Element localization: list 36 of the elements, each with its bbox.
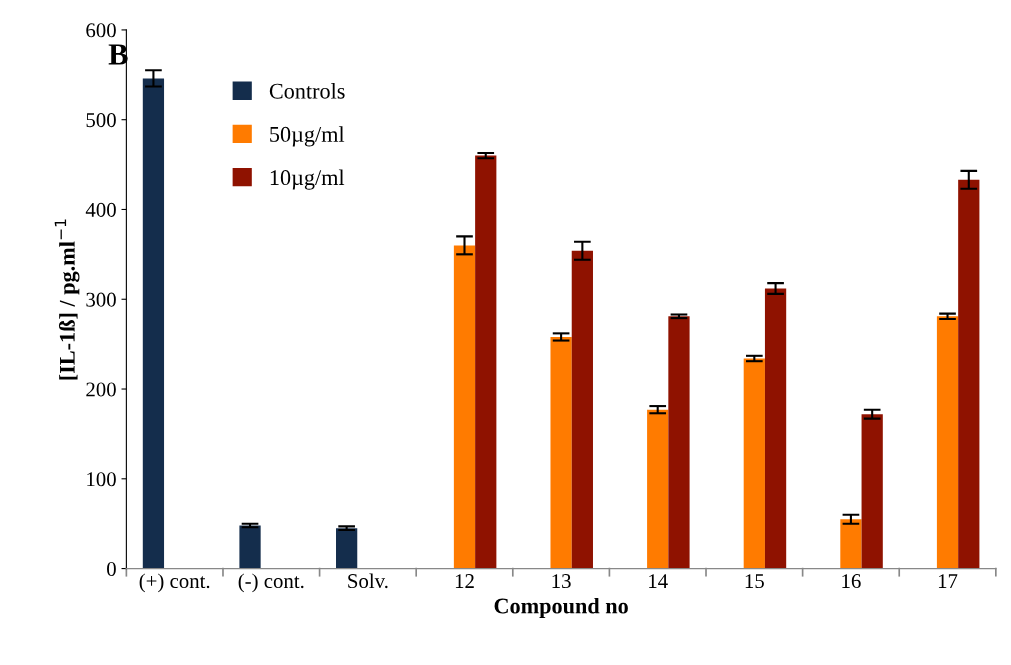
x-tick-label: Solv.: [348, 573, 388, 589]
y-axis-title: [IL-1ß] / pg.ml$^{−1}$: [54, 219, 80, 380]
legend-label: Controls: [269, 83, 345, 99]
x-tick-label: (+) cont.: [139, 573, 210, 593]
y-tick-label: 600: [86, 23, 116, 38]
x-tick-label: (-) cont.: [238, 573, 304, 593]
bar: [453, 245, 476, 569]
x-axis-title: Compound no: [494, 597, 628, 619]
bar: [668, 316, 690, 569]
y-tick-label: 0: [107, 561, 116, 577]
y-tick-label: 100: [87, 472, 116, 487]
y-tick-label: 300: [86, 292, 116, 307]
bar: [861, 414, 883, 569]
legend-label: 50µg/ml: [270, 126, 345, 147]
bar: [958, 179, 980, 569]
bar: [840, 519, 862, 569]
x-tick-label: 14: [649, 574, 668, 588]
x-tick-label: 17: [938, 574, 958, 588]
bar: [550, 336, 572, 569]
bar: [743, 358, 765, 569]
x-tick-label: 12: [455, 574, 474, 588]
x-tick-label: 13: [552, 574, 571, 589]
bar: [336, 528, 358, 569]
bar: [936, 316, 959, 569]
x-tick-label: 15: [745, 574, 764, 589]
x-tick-label: 16: [842, 574, 861, 589]
bar: [647, 409, 669, 569]
bar: [764, 288, 787, 569]
bar: [142, 78, 165, 569]
y-tick-label: 200: [86, 382, 116, 397]
bar: [475, 155, 497, 569]
y-tick-label: 500: [86, 113, 116, 128]
bar: [571, 250, 593, 569]
legend-label: 10µg/ml: [270, 169, 345, 190]
bar: [239, 525, 261, 569]
y-tick-label: 400: [85, 202, 116, 217]
